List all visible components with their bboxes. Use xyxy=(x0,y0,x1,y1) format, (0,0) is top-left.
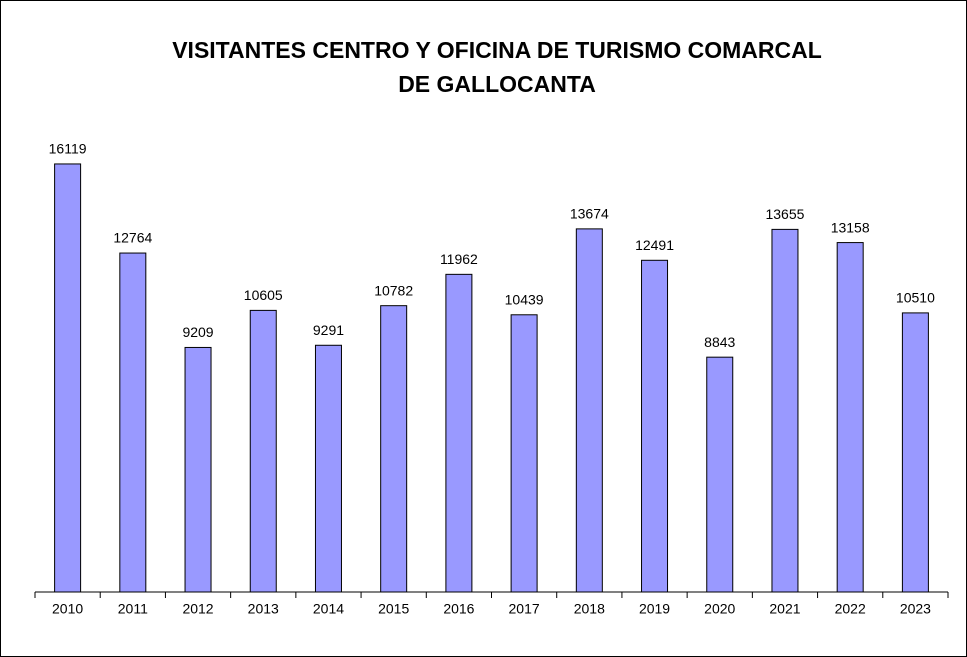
bar xyxy=(445,273,473,593)
value-label: 13674 xyxy=(570,206,609,222)
bar xyxy=(380,305,408,593)
bar xyxy=(249,309,277,593)
bar xyxy=(314,344,342,593)
value-label: 10605 xyxy=(244,287,283,303)
bar xyxy=(510,314,538,593)
x-tick-label: 2011 xyxy=(118,601,148,617)
value-label: 8843 xyxy=(704,334,735,350)
value-label: 9209 xyxy=(182,324,213,340)
x-tick-label: 2010 xyxy=(52,601,83,617)
bar xyxy=(184,346,212,593)
chart-title: VISITANTES CENTRO Y OFICINA DE TURISMO C… xyxy=(172,37,822,63)
x-tick-label: 2018 xyxy=(574,601,605,617)
bar xyxy=(54,163,82,593)
value-label: 12491 xyxy=(635,237,674,253)
x-tick-label: 2013 xyxy=(248,601,279,617)
bar xyxy=(771,228,799,593)
value-label: 10439 xyxy=(505,291,544,307)
x-tick-label: 2022 xyxy=(835,601,866,617)
x-tick-label: 2012 xyxy=(182,601,213,617)
x-tick-label: 2020 xyxy=(704,601,735,617)
x-tick-label: 2017 xyxy=(509,601,540,617)
value-label: 13158 xyxy=(831,219,870,235)
x-tick-label: 2014 xyxy=(313,601,344,617)
bar xyxy=(575,228,603,593)
bar xyxy=(706,356,734,593)
value-label: 9291 xyxy=(313,322,344,338)
value-label: 10782 xyxy=(374,282,413,298)
bar xyxy=(901,312,929,593)
value-label: 12764 xyxy=(113,230,152,246)
value-label: 16119 xyxy=(49,141,87,157)
x-tick-label: 2016 xyxy=(443,601,474,617)
x-tick-label: 2023 xyxy=(900,601,931,617)
bar xyxy=(119,252,147,593)
chart-title: DE GALLOCANTA xyxy=(398,71,596,97)
bar xyxy=(641,259,669,593)
x-tick-label: 2019 xyxy=(639,601,670,617)
x-tick-label: 2015 xyxy=(378,601,409,617)
bar xyxy=(836,242,864,593)
value-label: 11962 xyxy=(440,251,478,267)
x-tick-label: 2021 xyxy=(769,601,800,617)
value-label: 13655 xyxy=(765,206,804,222)
value-label: 10510 xyxy=(896,290,935,306)
